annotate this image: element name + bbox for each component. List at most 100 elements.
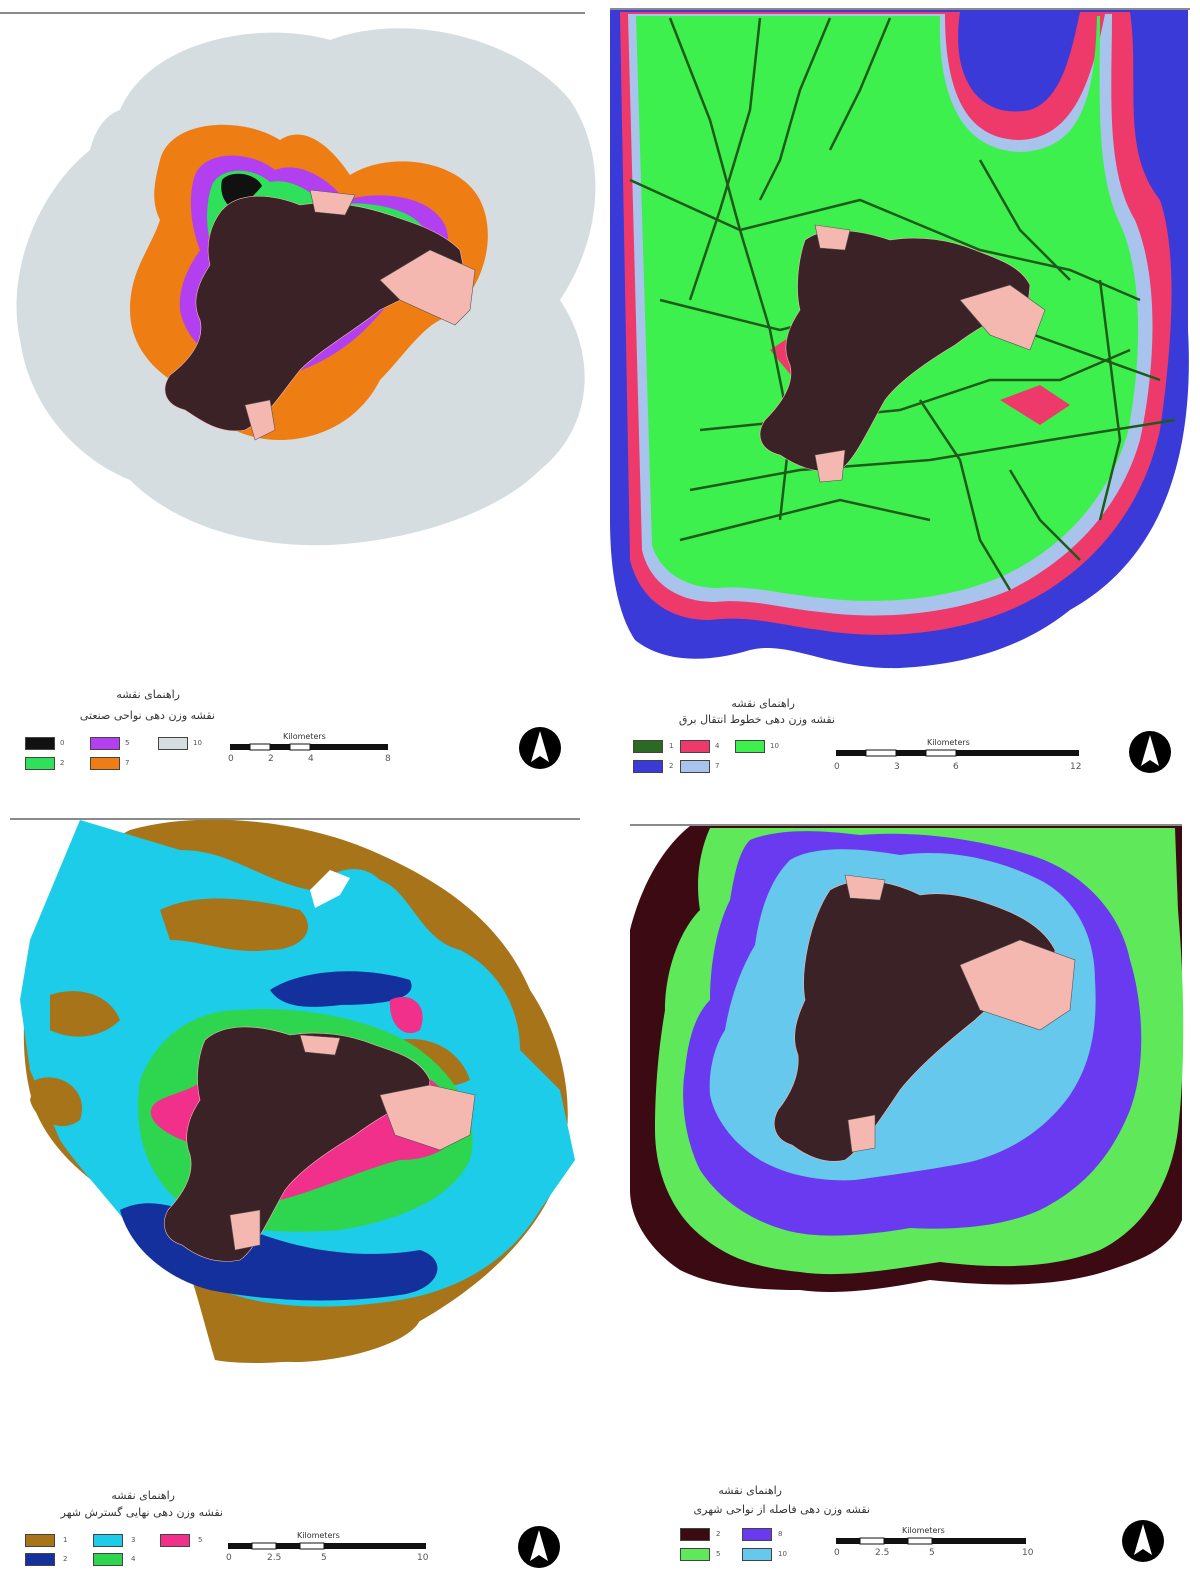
legend-swatch-4	[680, 740, 710, 753]
north-arrow-icon	[1122, 1520, 1164, 1562]
scale-tick: 0	[834, 762, 840, 772]
legend-swatch-4	[93, 1553, 123, 1566]
legend-title: نقشه وزن دهی نواحی صنعتی	[79, 709, 215, 722]
gap-area	[310, 870, 350, 908]
legend-swatch-7	[90, 757, 120, 770]
city-parcel	[847, 1114, 876, 1153]
class-5	[389, 996, 423, 1034]
legend-label-2: 2	[669, 762, 674, 770]
legend-heading: راهنمای نقشه	[731, 697, 795, 710]
panel-urban-distance: راهنمای نقشه نقشه وزن دهی فاصله از نواحی…	[600, 790, 1200, 1580]
legend-label-1: 1	[63, 1536, 68, 1544]
legend-heading: راهنمای نقشه	[116, 688, 180, 701]
legend-label-5: 5	[716, 1550, 721, 1558]
legend-swatch-2	[25, 757, 55, 770]
scale-tick: 6	[953, 762, 959, 772]
panel-industrial: راهنمای نقشه نقشه وزن دهی نواحی صنعتی 0 …	[0, 0, 600, 790]
legend-swatch-8	[742, 1528, 772, 1541]
class-1	[160, 898, 309, 952]
zone-0	[221, 173, 262, 208]
scale-tick: 10	[1022, 1548, 1034, 1558]
city-parcel	[244, 399, 276, 441]
class-1	[210, 1310, 421, 1362]
legend-label-7: 7	[715, 762, 720, 770]
scale-bar	[230, 743, 388, 751]
legend-swatch-5	[680, 1548, 710, 1561]
scale-tick: 2.5	[875, 1548, 890, 1558]
scale-bar	[228, 1542, 426, 1550]
class-1	[30, 1077, 82, 1127]
legend-swatch-0	[25, 737, 55, 750]
city-parcel	[299, 1034, 341, 1056]
legend-label-5: 5	[125, 739, 130, 747]
city-parcel	[814, 449, 846, 483]
legend-title: نقشه وزن دهی نهایی گسترش شهر	[60, 1506, 223, 1519]
city-parcel	[309, 189, 356, 216]
legend-label-5: 5	[198, 1536, 203, 1544]
city-parcel	[959, 939, 1076, 1031]
scale-unit: Kilometers	[927, 738, 970, 747]
city-footprint	[164, 195, 466, 432]
zone-4	[1000, 385, 1070, 425]
city-footprint	[774, 880, 1056, 1162]
legend-label-7: 7	[125, 759, 130, 767]
legend-label-10: 10	[193, 739, 202, 747]
panel-expansion: راهنمای نقشه نقشه وزن دهی نهایی گسترش شه…	[0, 790, 600, 1580]
legend-swatch-3	[93, 1534, 123, 1547]
legend-swatch-5	[90, 737, 120, 750]
legend-swatch-2	[680, 1528, 710, 1541]
legend-label-3: 3	[131, 1536, 136, 1544]
scale-unit: Kilometers	[283, 732, 326, 741]
city-parcel	[959, 284, 1046, 351]
legend-swatch-2	[25, 1553, 55, 1566]
legend-swatch-1	[633, 740, 663, 753]
legend-label-8: 8	[778, 1530, 783, 1538]
scale-tick: 0	[834, 1548, 840, 1558]
city-parcel	[229, 1209, 261, 1251]
scale-tick: 2	[268, 754, 274, 764]
powerlines-map	[610, 10, 1189, 669]
legend-label-1: 1	[669, 742, 674, 750]
scale-tick: 3	[894, 762, 900, 772]
scale-unit: Kilometers	[902, 1526, 945, 1535]
legend-swatch-7	[680, 760, 710, 773]
city-footprint	[164, 1026, 431, 1262]
map-frame-top	[10, 818, 580, 820]
legend-title: نقشه وزن دهی خطوط انتقال برق	[678, 713, 835, 726]
legend-label-2: 2	[63, 1555, 68, 1563]
legend-label-4: 4	[131, 1555, 136, 1563]
class-1	[50, 991, 120, 1037]
legend-swatch-10	[158, 737, 188, 750]
city-parcel	[379, 249, 476, 326]
legend-label-4: 4	[715, 742, 720, 750]
legend-label-2: 2	[716, 1530, 721, 1538]
city-parcel	[844, 874, 886, 901]
legend-swatch-1	[25, 1534, 55, 1547]
map-frame-top	[0, 12, 585, 14]
legend-title: نقشه وزن دهی فاصله از نواحی شهری	[693, 1503, 870, 1516]
legend-label-10: 10	[770, 742, 779, 750]
scale-tick: 0	[226, 1553, 232, 1563]
legend-swatch-5	[160, 1534, 190, 1547]
north-arrow-icon	[519, 727, 561, 769]
north-arrow-icon	[518, 1526, 560, 1568]
legend-swatch-10	[735, 740, 765, 753]
legend-label-0: 0	[60, 739, 65, 747]
expansion-map	[20, 819, 575, 1363]
legend-swatch-10	[742, 1548, 772, 1561]
scale-tick: 2.5	[267, 1553, 282, 1563]
map-frame-top	[610, 8, 1190, 10]
industrial-map	[16, 28, 596, 546]
scale-tick: 10	[417, 1553, 429, 1563]
scale-tick: 5	[321, 1553, 327, 1563]
panel-powerlines: راهنمای نقشه نقشه وزن دهی خطوط انتقال بر…	[600, 0, 1200, 790]
scale-tick: 5	[929, 1548, 935, 1558]
city-parcel	[379, 1084, 476, 1151]
legend-swatch-2	[633, 760, 663, 773]
map-frame-top	[630, 824, 1182, 826]
scale-tick: 12	[1070, 762, 1082, 772]
scale-bar	[836, 1537, 1026, 1545]
scale-unit: Kilometers	[297, 1531, 340, 1540]
urban-distance-map	[630, 826, 1184, 1292]
scale-bar	[836, 749, 1079, 757]
